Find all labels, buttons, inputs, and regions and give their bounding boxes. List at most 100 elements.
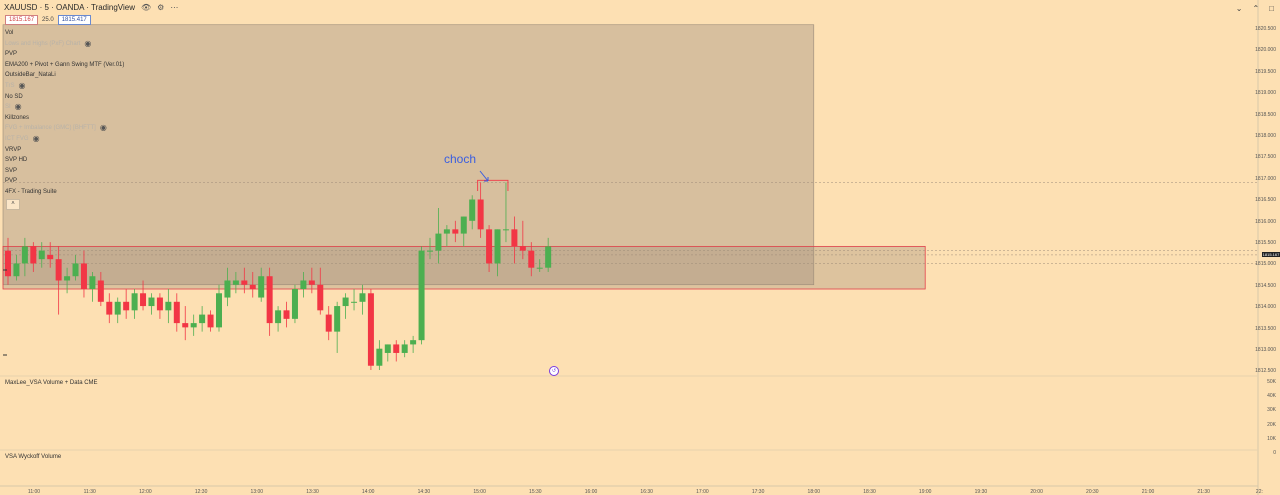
more-icon[interactable]: ⋯ [170, 3, 179, 12]
indicator-item[interactable]: OutsideBar_NataLi [5, 70, 56, 80]
time-tick-label: 16:00 [584, 489, 598, 495]
indicator-item[interactable]: EMA200 + Pivot + Gann Swing MTF (Ver.01) [5, 60, 124, 70]
candle-body [30, 246, 37, 264]
candle-body [114, 301, 121, 315]
time-tick-label: 15:30 [529, 489, 542, 495]
price-tick-label: 1820.000 [1255, 47, 1276, 54]
indicator-item[interactable]: ICT FVG ◉ [5, 134, 40, 144]
price-tick-label: 1818.000 [1255, 133, 1276, 139]
indicator-item[interactable]: SI ◉ [5, 102, 22, 112]
chevron-up-icon[interactable]: ⌃ [1252, 4, 1260, 13]
time-tick-label: 13:30 [306, 489, 319, 495]
volume-tick-label: 40K [1267, 393, 1276, 400]
hidden-eye-icon[interactable]: ◉ [99, 123, 107, 133]
time-tick-label: 22: [1255, 489, 1263, 495]
indicator-item[interactable]: FVG + Imbalance (GMC) [BHFTT] ◉ [5, 123, 107, 133]
candle-body [342, 297, 349, 307]
indicator-item[interactable]: SVP HD [5, 155, 27, 165]
candle-body [156, 297, 163, 311]
indicator-item[interactable]: Vol [5, 28, 13, 38]
indicator-item[interactable]: PVP [5, 49, 17, 59]
indicator-item[interactable]: No SD [5, 92, 23, 102]
indicator-label: FVG + Imbalance (GMC) [BHFTT] [5, 125, 96, 132]
time-tick-label: 17:00 [696, 489, 709, 495]
chevron-down-icon[interactable]: ⌄ [1235, 4, 1243, 13]
price-tick-label: 1816.000 [1255, 218, 1276, 225]
candle-body [64, 276, 71, 281]
indicator-item[interactable]: 4FX - Trading Suite [5, 187, 57, 197]
time-tick-label: 20:30 [1086, 489, 1099, 495]
candle-body [300, 280, 307, 290]
buy-button[interactable]: 1815.417 [57, 15, 91, 25]
indicator-item[interactable]: Killzones [5, 113, 29, 123]
candle-body [131, 293, 138, 311]
choch-line [477, 179, 509, 191]
time-tick-label: 18:00 [807, 489, 821, 495]
time-tick-label: 15:00 [473, 489, 486, 495]
indicator-label: PVP [5, 178, 18, 185]
indicator-label: SVP [5, 167, 18, 174]
price-tick-label: 1817.000 [1255, 175, 1276, 182]
arrow-icon [479, 170, 489, 182]
hidden-eye-icon[interactable]: ◉ [84, 38, 92, 48]
price-tick-label: 1814.000 [1255, 304, 1276, 311]
choch-annotation[interactable]: choch [444, 152, 477, 166]
indicator-item[interactable]: VRVP [5, 145, 21, 155]
candle-body [199, 314, 206, 324]
indicator-label: Vol [5, 30, 14, 36]
candle-body [536, 267, 543, 269]
settings-icon[interactable]: ⚙ [157, 3, 165, 12]
candle-body [393, 344, 400, 353]
candle-body [443, 229, 450, 234]
time-tick-label: 19:00 [918, 489, 932, 495]
replay-icon[interactable]: ↺ [549, 366, 559, 376]
price-tick-label: 1812.500 [1255, 368, 1276, 375]
candle-body [148, 297, 155, 307]
time-tick-label: 18:30 [863, 489, 876, 495]
indicator-item[interactable]: Lows and Highs (PxF) Chart ◉ [5, 39, 91, 49]
indicator-label: SI [5, 104, 11, 111]
vsa-pane-label[interactable]: MaxLee_VSA Volume + Data CME [5, 380, 98, 386]
candle-body [89, 276, 96, 290]
indicator-item[interactable]: TrS ◉ [5, 81, 25, 91]
volume-tick-label: 10K [1267, 435, 1276, 442]
candle-body [401, 344, 408, 353]
supply-zone-box [2, 24, 815, 286]
candle-body [494, 229, 501, 264]
candle-body [232, 280, 239, 285]
symbol-title[interactable]: XAUUSD · 5 · OANDA · TradingView [4, 3, 136, 12]
hidden-eye-icon[interactable]: ◉ [14, 102, 22, 112]
candle-body [469, 199, 476, 221]
collapse-legend-button[interactable]: ˄ [6, 199, 20, 210]
time-tick-label: 12:30 [194, 489, 208, 495]
candle-body [266, 276, 273, 324]
time-tick-label: 14:00 [361, 489, 375, 495]
candle-body [435, 233, 442, 251]
indicator-label: VRVP [5, 146, 22, 153]
time-tick-label: 17:30 [751, 489, 765, 495]
indicator-item[interactable]: SVP [5, 166, 17, 176]
candle-body [308, 280, 315, 285]
candle-body [317, 284, 324, 311]
candle-body [5, 250, 11, 277]
candle-body [165, 301, 172, 311]
candle-body [13, 263, 20, 277]
maximize-icon[interactable]: □ [1269, 4, 1274, 13]
indicator-item[interactable]: PVP [5, 176, 17, 186]
spread-value: 25.0 [42, 17, 54, 23]
sell-button[interactable]: 1815.167 [5, 15, 39, 25]
candle-body [55, 259, 62, 281]
last-price-tag: 1815.167 [1262, 252, 1280, 257]
candle-body [106, 301, 113, 315]
visibility-icon[interactable]: 👁 [141, 3, 152, 12]
price-tick-label: 1820.500 [1255, 26, 1276, 32]
price-tick-label: 1819.500 [1255, 68, 1276, 75]
time-tick-label: 14:30 [417, 489, 431, 495]
hidden-eye-icon[interactable]: ◉ [18, 81, 26, 90]
candle-body [72, 263, 79, 277]
indicator-label: Lows and Highs (PxF) Chart [5, 40, 81, 47]
hidden-eye-icon[interactable]: ◉ [32, 134, 40, 143]
wyckoff-pane-label[interactable]: VSA Wyckoff Volume [5, 454, 62, 460]
indicator-label: SVP HD [5, 157, 28, 164]
